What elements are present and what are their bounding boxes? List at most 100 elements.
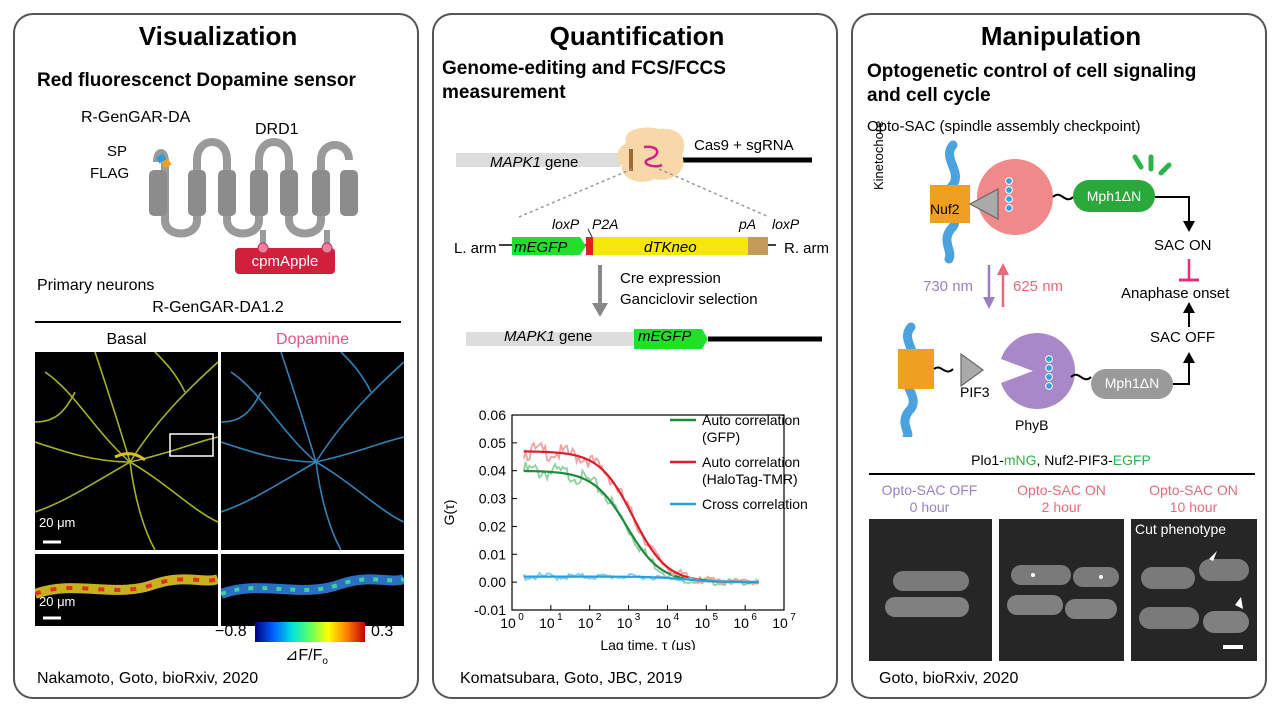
cut-label: Cut phenotype bbox=[1135, 521, 1227, 537]
linker-dot-left bbox=[257, 242, 269, 254]
sgrna bbox=[643, 145, 663, 168]
gene-label: MAPK1 gene bbox=[490, 154, 578, 171]
y-tick-label: -0.01 bbox=[474, 602, 506, 618]
linker-dot-right bbox=[321, 242, 333, 254]
gene2-label: MAPK1 gene bbox=[504, 328, 592, 345]
dopamine-zoom-image bbox=[221, 554, 404, 626]
dtkneo-box bbox=[593, 237, 748, 255]
divider bbox=[869, 473, 1255, 475]
cells-image-2h bbox=[999, 519, 1124, 661]
megfp2-label: mEGFP bbox=[638, 328, 692, 345]
pif3-triangle-bottom bbox=[960, 352, 985, 388]
activity-rays bbox=[1132, 154, 1172, 176]
flag-label: FLAG bbox=[90, 165, 130, 182]
sensor-name: R-GenGAR-DA bbox=[81, 109, 191, 126]
y-tick-label: 0.05 bbox=[479, 435, 506, 451]
flag-tag bbox=[161, 158, 172, 169]
nm730-label: 730 nm bbox=[923, 278, 974, 295]
panel-manipulation: Manipulation Optogenetic control of cell… bbox=[851, 13, 1267, 699]
sp-label: SP bbox=[107, 143, 128, 160]
legend-label-1: Auto correlation bbox=[702, 412, 800, 428]
receptor-backbone bbox=[153, 138, 353, 238]
panel-title: Visualization bbox=[138, 21, 298, 51]
cpmapple-label: cpmApple bbox=[251, 253, 319, 270]
colorbar bbox=[255, 622, 365, 642]
tm-helix-5 bbox=[280, 170, 298, 216]
scale-bar-label-1: 20 μm bbox=[39, 515, 76, 530]
arrow-to-sac-on bbox=[1183, 221, 1195, 232]
cells-image-10h bbox=[1131, 519, 1257, 661]
cas9-cut bbox=[629, 149, 633, 171]
legend-sublabel-1: (GFP) bbox=[702, 429, 740, 445]
cells-image-0h bbox=[869, 519, 992, 661]
megfp2-box bbox=[634, 329, 702, 349]
nuf2-box-bottom bbox=[898, 349, 934, 389]
x-tick-label: 10 bbox=[500, 615, 516, 631]
y-tick-label: 0.04 bbox=[479, 463, 506, 479]
mph1-box-bottom bbox=[1091, 369, 1173, 399]
col1-label-1: Opto-SAC OFF bbox=[881, 482, 978, 498]
x-tick-label: 10 bbox=[733, 615, 749, 631]
cells-label: Plo1-mNG, Nuf2-PIF3-EGFP bbox=[853, 452, 1265, 468]
panel-visualization: Visualization Red fluorescenct Dopamine … bbox=[13, 13, 419, 699]
cre-arrow-head bbox=[592, 303, 608, 317]
pif3-triangle-top bbox=[968, 187, 999, 221]
scale-bar bbox=[1223, 645, 1243, 649]
megfp-box bbox=[512, 237, 580, 255]
dopamine-image bbox=[221, 352, 404, 550]
sac-off-label: SAC OFF bbox=[1150, 329, 1216, 346]
x-tick-label: 10 bbox=[539, 615, 555, 631]
plot-frame bbox=[511, 414, 785, 611]
cut-arrow-1 bbox=[1209, 551, 1217, 561]
x-axis-label: Lag time, τ (μs) bbox=[600, 637, 695, 650]
x-tick-label: 10 bbox=[694, 615, 710, 631]
dtkneo-label: dTKneo bbox=[644, 239, 697, 256]
x-tick-exponent: 5 bbox=[713, 612, 719, 623]
chromophore-dots-top bbox=[1005, 177, 1013, 212]
loxp1-label: loxP bbox=[552, 216, 580, 232]
larm-label: L. arm bbox=[454, 240, 497, 257]
x-tick-exponent: 4 bbox=[674, 612, 680, 623]
x-tick-exponent: 2 bbox=[596, 612, 602, 623]
col3-label-2: 10 hour bbox=[1169, 499, 1218, 515]
panel-title: Manipulation bbox=[980, 21, 1142, 51]
gene-name: MAPK1 bbox=[490, 154, 541, 171]
cpmapple-box bbox=[235, 248, 335, 274]
col2-label-2: 2 hour bbox=[1041, 499, 1082, 515]
nuf2-box-top bbox=[930, 185, 970, 223]
cre-label-2: Ganciclovir selection bbox=[620, 291, 758, 308]
neurons-label: Primary neurons bbox=[37, 277, 155, 294]
pif3-label: PIF3 bbox=[960, 384, 990, 400]
sensor-diagram bbox=[149, 138, 358, 274]
panel-subtitle-1: Optogenetic control of cell signaling bbox=[867, 61, 1197, 82]
x-tick-label: 10 bbox=[772, 615, 788, 631]
genome-editing-diagram bbox=[456, 127, 822, 349]
x-tick-label: 10 bbox=[656, 615, 672, 631]
gene2-name: MAPK1 bbox=[504, 328, 555, 345]
megfp-label: mEGFP bbox=[514, 239, 568, 256]
x-tick-exponent: 1 bbox=[557, 612, 563, 623]
basal-zoom-image bbox=[35, 554, 218, 626]
y-axis-label: G(τ) bbox=[441, 500, 457, 526]
citation: Nakamoto, Goto, bioRxiv, 2020 bbox=[37, 670, 259, 687]
kinetochore-label: Kinetochore bbox=[871, 120, 886, 190]
sac-on-label: SAC ON bbox=[1154, 237, 1212, 254]
mph1-box-top bbox=[1073, 180, 1155, 212]
neurons-sensor: R-GenGAR-DA1.2 bbox=[152, 299, 284, 316]
tm-helix-7 bbox=[340, 170, 358, 216]
p2a-label: P2A bbox=[592, 216, 619, 232]
legend-label-2: Auto correlation bbox=[702, 454, 800, 470]
y-tick-label: 0.01 bbox=[479, 546, 506, 562]
y-tick-label: 0.03 bbox=[479, 491, 506, 507]
scale-bar-label-2: 20 μm bbox=[39, 594, 76, 609]
tm-helix-1 bbox=[149, 170, 167, 216]
cells-label-b: mNG bbox=[1003, 452, 1037, 468]
col2-label-1: Opto-SAC ON bbox=[1017, 482, 1106, 498]
cells-label-a: Plo1- bbox=[971, 452, 1004, 468]
x-tick-label: 10 bbox=[578, 615, 594, 631]
tm-helix-6 bbox=[312, 170, 330, 216]
receptor-label: DRD1 bbox=[255, 121, 299, 138]
nuf2-label-top: Nuf2 bbox=[930, 201, 960, 217]
cre-label-1: Cre expression bbox=[620, 270, 721, 287]
panel-subtitle-2: measurement bbox=[442, 82, 566, 103]
